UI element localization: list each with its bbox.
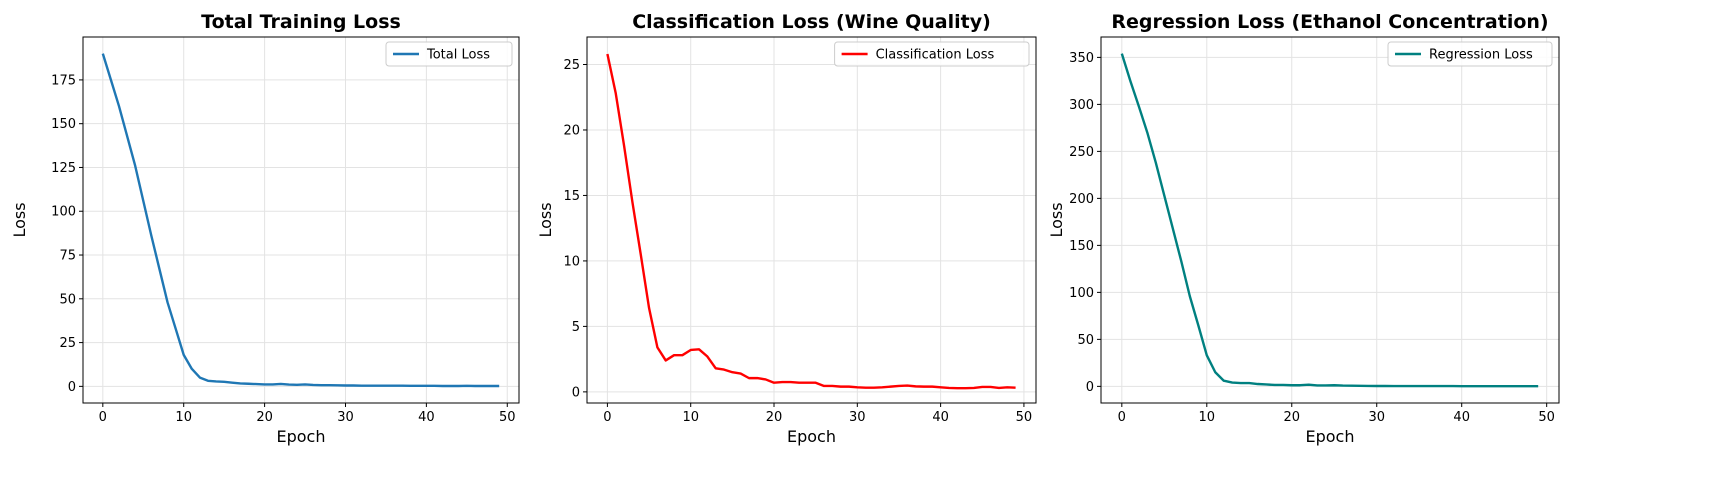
y-tick-label: 100 <box>1069 286 1094 301</box>
y-tick-label: 250 <box>1069 145 1094 160</box>
y-tick-label: 25 <box>59 336 76 351</box>
y-tick-label: 200 <box>1069 192 1094 207</box>
chart-panel-2: 0 10 20 30 40 50 0 5 10 15 20 25 Classification Loss… <box>536 11 1037 446</box>
legend-box <box>385 41 513 67</box>
legend-box <box>1387 41 1553 67</box>
x-axis-label: Epoch <box>277 427 326 446</box>
y-tick-label: 20 <box>563 123 580 138</box>
chart-title: Regression Loss (Ethanol Concentration) <box>1111 11 1548 33</box>
legend-label: Regression Loss <box>1429 48 1533 63</box>
x-axis-label: Epoch <box>1306 427 1355 446</box>
x-tick-label: 30 <box>849 410 866 425</box>
x-tick-label: 0 <box>603 410 611 425</box>
y-tick-label: 150 <box>1069 239 1094 254</box>
x-tick-label: 20 <box>766 410 783 425</box>
legend: Classification Loss <box>834 41 1030 67</box>
y-tick-label: 300 <box>1069 98 1094 113</box>
x-tick-label: 0 <box>1118 410 1126 425</box>
x-tick-label: 40 <box>932 410 949 425</box>
x-tick-label: 10 <box>175 410 192 425</box>
x-tick-label: 50 <box>1538 410 1555 425</box>
y-axis-label: Loss <box>536 202 555 237</box>
x-tick-label: 30 <box>337 410 354 425</box>
chart-panel-1: 0 10 20 30 40 50 0 25 50 75 100 125 150 175 Total Trai… <box>10 11 520 446</box>
legend: Total Loss <box>385 41 513 67</box>
y-tick-label: 150 <box>51 117 76 132</box>
chart-panel-3: 0 10 20 30 40 50 0 50 100 150 200 250 300 350 Regressi… <box>1047 11 1560 446</box>
plot-frame <box>1100 36 1560 404</box>
y-tick-label: 50 <box>59 292 76 307</box>
x-tick-label: 30 <box>1368 410 1385 425</box>
plot-frame <box>82 36 520 404</box>
x-tick-label: 10 <box>1199 410 1216 425</box>
x-tick-label: 50 <box>1016 410 1033 425</box>
y-tick-label: 15 <box>563 189 580 204</box>
y-tick-label: 350 <box>1069 51 1094 66</box>
y-tick-label: 175 <box>51 73 76 88</box>
legend-label: Total Loss <box>426 48 490 63</box>
series-line <box>101 53 500 388</box>
y-tick-label: 25 <box>563 58 580 73</box>
x-tick-label: 10 <box>682 410 699 425</box>
plot-frame <box>586 36 1037 404</box>
y-tick-label: 0 <box>68 380 76 395</box>
legend-label: Classification Loss <box>876 48 995 63</box>
x-axis-label: Epoch <box>787 427 836 446</box>
x-tick-label: 0 <box>99 410 107 425</box>
chart-title: Classification Loss (Wine Quality) <box>632 11 991 33</box>
y-tick-label: 5 <box>572 320 580 335</box>
x-tick-label: 20 <box>256 410 273 425</box>
y-tick-label: 0 <box>1086 380 1094 395</box>
series-line <box>606 53 1016 390</box>
y-tick-label: 10 <box>563 254 580 269</box>
x-tick-label: 40 <box>418 410 435 425</box>
legend-box <box>834 41 1030 67</box>
y-tick-label: 50 <box>1077 333 1094 348</box>
series-line <box>1120 53 1539 388</box>
x-tick-label: 20 <box>1283 410 1300 425</box>
y-tick-label: 100 <box>51 205 76 220</box>
y-axis-label: Loss <box>1047 202 1066 237</box>
x-tick-label: 50 <box>499 410 516 425</box>
y-tick-label: 75 <box>59 249 76 264</box>
y-axis-label: Loss <box>10 202 29 237</box>
legend: Regression Loss <box>1387 41 1553 67</box>
x-tick-label: 40 <box>1453 410 1470 425</box>
chart-title: Total Training Loss <box>201 11 401 33</box>
y-tick-label: 125 <box>51 161 76 176</box>
y-tick-label: 0 <box>572 385 580 400</box>
